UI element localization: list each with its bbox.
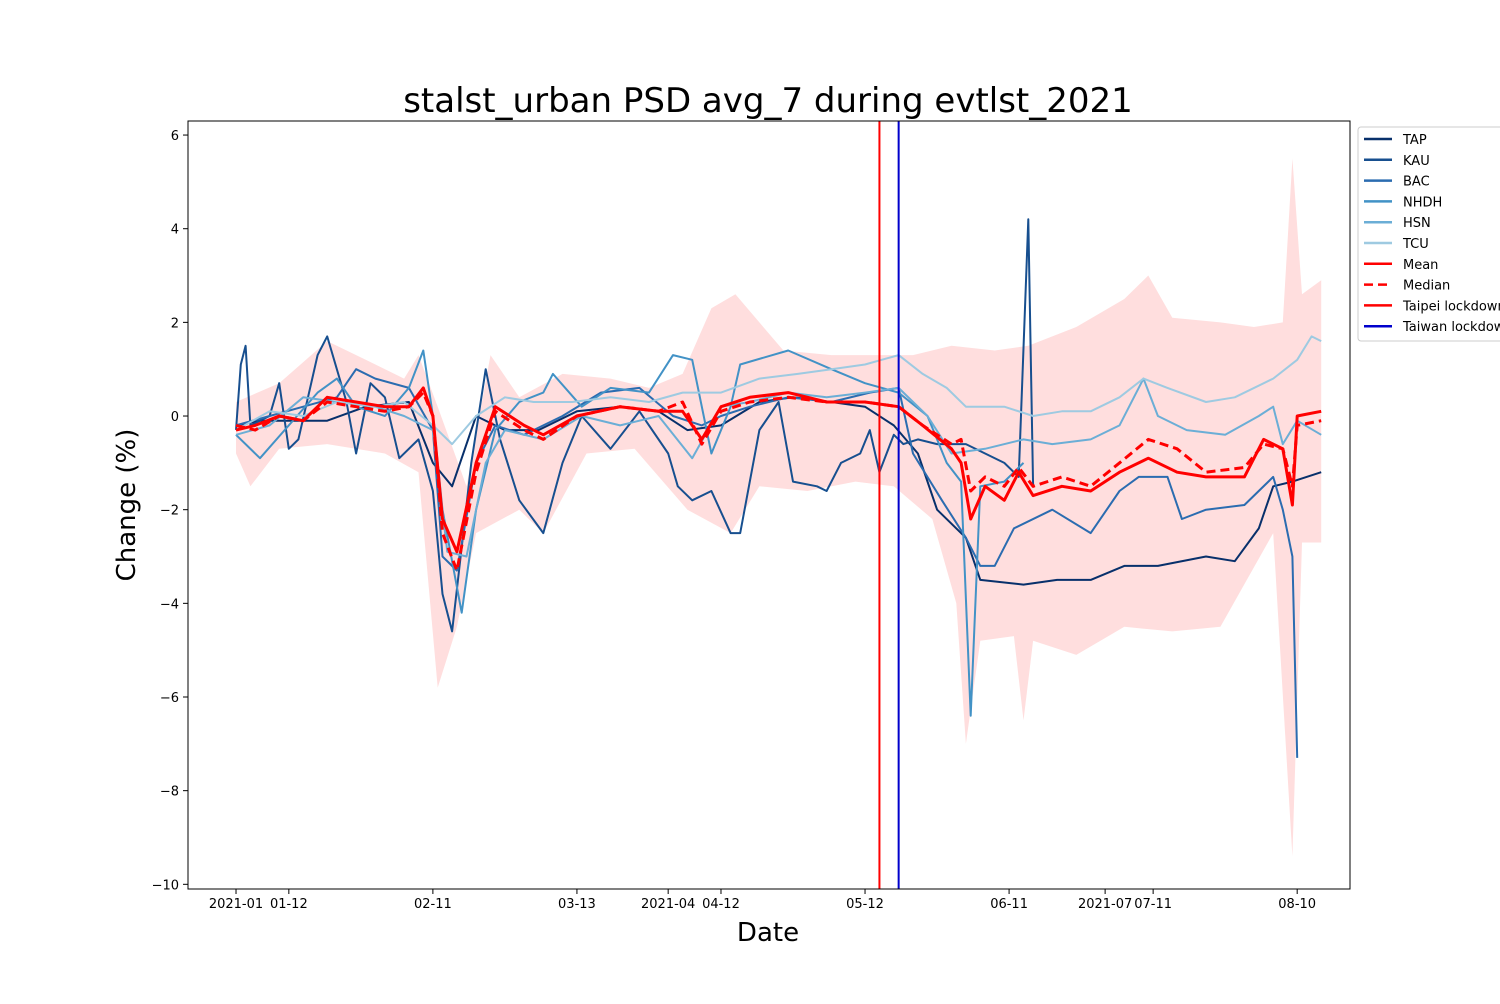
x-tick-label: 01-12 [270, 897, 308, 912]
legend-label-taipei-lockdown: Taipei lockdown [1402, 299, 1500, 314]
legend-frame [1357, 126, 1500, 342]
x-tick-label: 2021-04 [641, 897, 695, 912]
legend-label-bac: BAC [1403, 175, 1430, 190]
y-tick-label: −10 [152, 878, 179, 893]
series-line-median [235, 391, 1322, 573]
legend-label-tcu: TCU [1402, 237, 1429, 252]
legend-label-hsn: HSN [1403, 216, 1431, 231]
series-line-mean [235, 386, 1322, 554]
range-band-layer [236, 158, 1322, 857]
series-layer [235, 218, 1322, 758]
x-tick-label: 02-11 [414, 897, 452, 912]
series-line-nhdh [235, 349, 1025, 717]
y-tick-label: −2 [160, 504, 179, 519]
x-tick-label: 2021-07 [1078, 897, 1132, 912]
y-axis: 6 4 2 0 −2 −4 −6 −8 −10 [152, 129, 188, 893]
series-line-kau [235, 218, 1035, 633]
legend-label-mean: Mean [1403, 258, 1438, 273]
chart-title: stalst_urban PSD avg_7 during evtlst_202… [403, 81, 1133, 121]
x-axis-title: Date [737, 918, 799, 948]
x-tick-label: 2021-01 [209, 897, 263, 912]
y-tick-label: 4 [171, 223, 179, 238]
min-max-band [236, 158, 1322, 857]
y-tick-label: −4 [160, 597, 179, 612]
x-tick-label: 08-10 [1278, 897, 1316, 912]
legend: TAP KAU BAC NHDH HSN TCU Mean Median Taipei lock… [1357, 126, 1500, 342]
x-tick-label: 04-12 [702, 897, 740, 912]
legend-label-nhdh: NHDH [1403, 195, 1442, 210]
legend-label-kau: KAU [1403, 154, 1430, 169]
x-axis: 2021-01 01-12 02-11 03-13 2021-04 04-12 05-12 0… [209, 889, 1316, 912]
y-tick-label: −8 [160, 785, 179, 800]
x-tick-label: 03-13 [558, 897, 596, 912]
y-tick-label: −6 [160, 691, 179, 706]
event-line-layer [878, 121, 900, 889]
plot-frame [187, 120, 1351, 890]
y-tick-label: 6 [171, 129, 179, 144]
y-axis-title: Change (%) [112, 429, 142, 582]
legend-label-taiwan-lockdown: Taiwan lockdown [1402, 320, 1500, 335]
legend-label-tap: TAP [1402, 133, 1427, 148]
y-tick-label: 0 [171, 410, 179, 425]
legend-label-median: Median [1403, 279, 1450, 294]
x-tick-label: 07-11 [1134, 897, 1172, 912]
x-tick-label: 05-12 [846, 897, 884, 912]
y-tick-label: 2 [171, 316, 179, 331]
x-tick-label: 06-11 [990, 897, 1028, 912]
